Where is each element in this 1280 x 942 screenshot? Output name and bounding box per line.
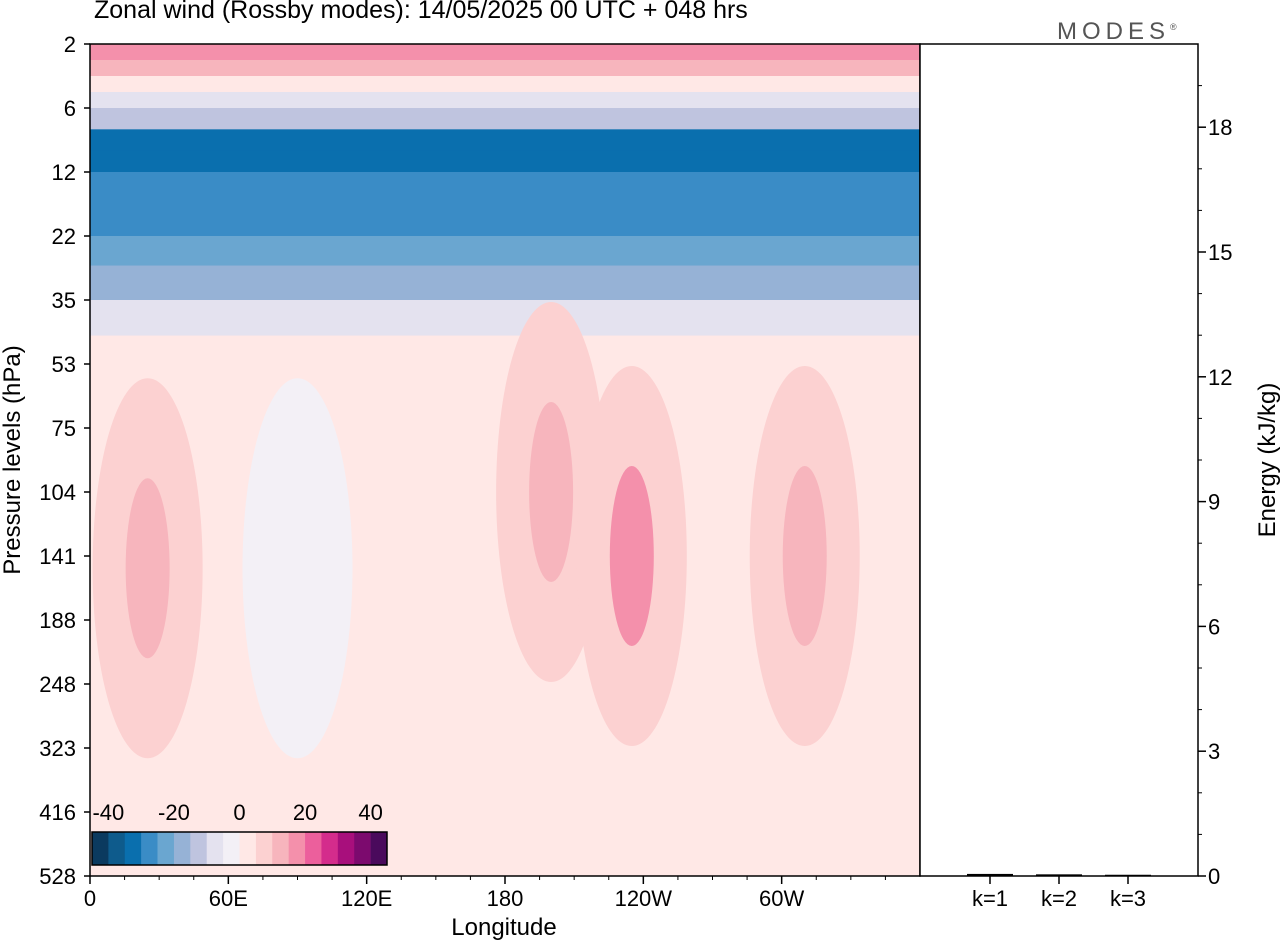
pressure-tick-label: 416 (39, 800, 76, 825)
colorbar-swatch (124, 832, 142, 865)
energy-bar (1105, 874, 1151, 877)
brand-registered-mark: ® (1170, 22, 1177, 32)
colorbar-swatch (321, 832, 339, 865)
pressure-tick-label: 12 (52, 160, 76, 185)
heatmap-band (90, 204, 920, 237)
colorbar-swatch (223, 832, 240, 865)
colorbar-swatch (370, 832, 388, 865)
heatmap-band (90, 265, 920, 301)
energy-category-label: k=2 (1041, 886, 1077, 911)
colorbar-label: 20 (293, 800, 317, 825)
heatmap-band (90, 129, 920, 152)
pressure-tick-label: 528 (39, 864, 76, 889)
colorbar-swatch (190, 832, 208, 865)
pressure-tick-label: 53 (52, 352, 76, 377)
colorbar-swatch (157, 832, 175, 865)
y-axis-label: Pressure levels (hPa) (0, 345, 26, 574)
energy-frame (919, 43, 1199, 877)
heatmap-band (90, 76, 920, 93)
colorbar-swatch (255, 832, 273, 865)
x-axis-label: Longitude (451, 914, 556, 941)
energy-bar (1036, 874, 1082, 876)
pressure-tick-label: 104 (39, 480, 76, 505)
colorbar-swatch (141, 832, 158, 865)
energy-tick-label: 15 (1208, 240, 1232, 265)
energy-bar (967, 873, 1013, 876)
pressure-tick-label: 248 (39, 672, 76, 697)
colorbar-label: 40 (358, 800, 382, 825)
colorbar-label: -20 (158, 800, 190, 825)
energy-bars: k=1 k=2 k=3 (967, 873, 1151, 911)
colorbar-swatch (173, 832, 191, 865)
colorbar-swatch (108, 832, 126, 865)
colorbar-swatch (288, 832, 306, 865)
chart-title: Zonal wind (Rossby modes): 14/05/2025 00… (94, 0, 748, 24)
heatmap-band (90, 172, 920, 205)
colorbar-label: 0 (233, 800, 245, 825)
pressure-tick-label: 2 (64, 32, 76, 57)
pressure-tick-label: 22 (52, 224, 76, 249)
pressure-tick-label: 6 (64, 96, 76, 121)
energy-tick-label: 12 (1208, 365, 1232, 390)
heatmap-feature-core (609, 466, 654, 646)
colorbar-swatch (354, 832, 371, 865)
colorbar-swatch (337, 832, 355, 865)
heatmap-band (90, 150, 920, 173)
colorbar-swatch (272, 832, 289, 865)
brand-logo: MODES® (1057, 18, 1177, 46)
heatmap-feature-core (529, 402, 574, 582)
colorbar-swatch (239, 832, 257, 865)
colorbar-swatch (92, 832, 109, 865)
energy-tick-label: 18 (1208, 115, 1232, 140)
heatmap-band (90, 92, 920, 109)
longitude-axis: 0 60E 120E 180 120W 60W (84, 876, 886, 911)
energy-tick-label: 9 (1208, 490, 1220, 515)
pressure-tick-label: 75 (52, 416, 76, 441)
heatmap-band (90, 60, 920, 77)
longitude-tick-label: 0 (84, 886, 96, 911)
energy-tick-label: 3 (1208, 739, 1220, 764)
longitude-tick-label: 120W (615, 886, 673, 911)
heatmap-feature-core (782, 466, 827, 646)
colorbar: -40 -20 0 20 40 (91, 800, 388, 866)
heatmap-band (90, 44, 920, 61)
longitude-tick-label: 60W (759, 886, 804, 911)
pressure-tick-label: 141 (39, 544, 76, 569)
brand-name: MODES (1057, 18, 1171, 45)
energy-axis: 0 3 6 9 12 15 18 (1198, 85, 1232, 889)
longitude-tick-label: 180 (487, 886, 524, 911)
heatmap-band (90, 335, 920, 365)
energy-tick-label: 6 (1208, 614, 1220, 639)
longitude-tick-label: 120E (341, 886, 392, 911)
energy-category-label: k=3 (1110, 886, 1146, 911)
zonal-wind-heatmap (90, 44, 920, 876)
heatmap-band (90, 300, 920, 337)
pressure-axis: 2 6 12 22 35 53 75 104 141 188 248 323 416 528 (39, 32, 90, 889)
heatmap-feature-core (275, 478, 320, 659)
energy-panel: k=1 k=2 k=3 0 3 6 9 12 15 18 Energy (kJ/kg) (919, 43, 1280, 911)
pressure-tick-label: 35 (52, 288, 76, 313)
pressure-tick-label: 323 (39, 736, 76, 761)
heatmap-band (90, 108, 920, 130)
longitude-tick-label: 60E (209, 886, 248, 911)
energy-category-label: k=1 (972, 886, 1008, 911)
pressure-tick-label: 188 (39, 608, 76, 633)
heatmap-feature-core (125, 478, 170, 659)
colorbar-label: -40 (92, 800, 124, 825)
colorbar-swatch (305, 832, 322, 865)
energy-tick-label: 0 (1208, 864, 1220, 889)
colorbar-swatch (206, 832, 224, 865)
heatmap-band (90, 236, 920, 267)
energy-axis-label: Energy (kJ/kg) (1254, 383, 1280, 538)
colorbar-frame (91, 831, 388, 866)
